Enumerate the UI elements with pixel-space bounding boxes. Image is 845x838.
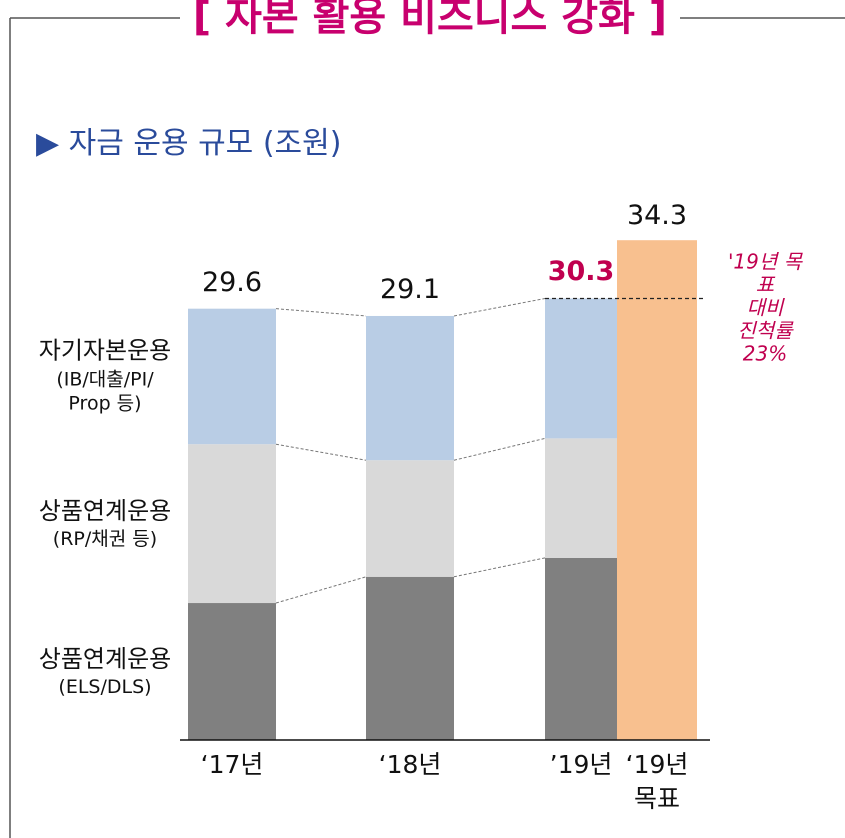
bar-segment <box>366 315 454 461</box>
legend-label: 상품연계운용 (ELS/DLS) <box>38 644 172 698</box>
bar-segment <box>545 298 617 439</box>
connector-line <box>275 576 367 604</box>
connector-line <box>453 437 546 461</box>
legend-label: 상품연계운용 (RP/채권 등) <box>38 496 172 550</box>
total-label: 30.3 <box>547 256 615 288</box>
total-label: 29.1 <box>379 274 441 306</box>
connector-line <box>453 557 546 578</box>
total-label: 29.6 <box>201 266 263 298</box>
bar-segment <box>366 576 454 740</box>
bar-segment <box>545 438 617 558</box>
x-tick-label: ‘19년 목표 <box>625 750 689 813</box>
bar-segment <box>617 240 697 740</box>
connector-line <box>275 443 367 461</box>
bar-segment <box>366 460 454 577</box>
connector-line <box>275 308 367 317</box>
bar-segment <box>545 557 617 740</box>
chart-subtitle: ▶ 자금 운용 규모 (조원) <box>36 126 342 161</box>
annotation: '19년 목표 대비 진척률 23% <box>727 249 803 366</box>
x-tick-label: ’19년 <box>549 750 613 779</box>
chart-title: [ 자본 활용 비즈니스 강화 ] <box>192 0 668 40</box>
x-tick-label: ‘18년 <box>378 750 442 779</box>
x-tick-label: ‘17년 <box>200 750 264 779</box>
bar-segment <box>188 308 276 445</box>
bar-segment <box>188 444 276 604</box>
bar-segment <box>188 603 276 740</box>
value-label: 34.3 <box>626 200 688 232</box>
legend-label: 자기자본운용 (IB/대출/PI/ Prop 등) <box>38 337 172 416</box>
connector-line <box>453 297 546 317</box>
